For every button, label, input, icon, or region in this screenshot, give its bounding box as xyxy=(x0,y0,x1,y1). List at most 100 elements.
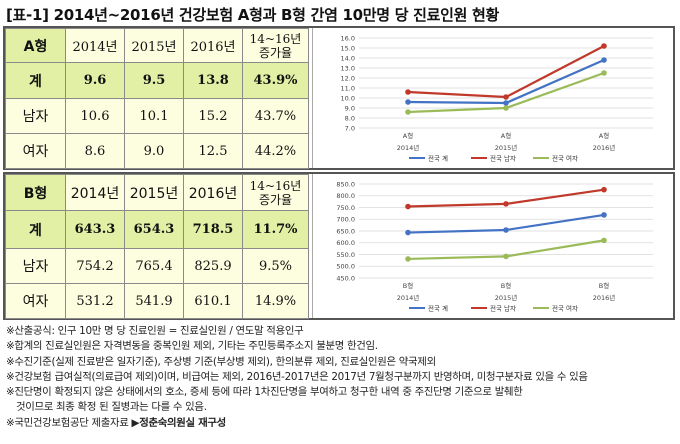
table-cell: 10.6 xyxy=(65,98,125,134)
legend-label: 전국 계 xyxy=(428,304,448,313)
rate-cell: 9.5% xyxy=(242,248,309,284)
document-title: [표-1] 2014년~2016년 건강보험 A형과 B형 간염 10만명 당 … xyxy=(6,6,500,24)
y-tick-label: 600.0 xyxy=(336,239,355,247)
table-hepatitis-b: B형 2014년 2015년 2016년 14~16년 증가율 계 643.3 6… xyxy=(5,174,309,319)
footnote: ※산출공식: 인구 10만 명 당 진료인원 = 진료실인원 / 연도말 적용인… xyxy=(6,325,304,337)
table-cell: 654.3 xyxy=(124,210,184,249)
row-label: 남자 xyxy=(5,248,66,284)
year-header: 2015년 xyxy=(124,174,184,211)
table-cell: 610.1 xyxy=(183,283,243,319)
row-label: 여자 xyxy=(5,133,66,169)
rate-cell: 43.9% xyxy=(242,62,309,99)
y-tick-label: 650.0 xyxy=(336,227,355,235)
table-cell: 10.1 xyxy=(124,98,184,134)
footnote: ※건강보험 급여실적(의료급여 제외)이며, 비급여는 제외, 2016년-20… xyxy=(6,370,588,383)
footnote: ※수진기준(실제 진료받은 일자기준), 주상병 기준(부상병 제외), 한의분… xyxy=(6,355,436,368)
data-point xyxy=(601,57,607,63)
y-tick-label: 700.0 xyxy=(336,216,355,224)
legend-label: 전국 여자 xyxy=(552,304,578,313)
chart-hepatitis-b: 450.0 500.0 550.0 600.0 650.0 700.0 750.0 800.0… xyxy=(312,174,673,318)
type-label: A형 xyxy=(5,28,66,63)
rate-cell: 11.7% xyxy=(242,210,309,249)
y-tick-label: 10.0 xyxy=(341,94,355,102)
y-tick-label: 500.0 xyxy=(336,263,355,271)
y-tick-label: 850.0 xyxy=(336,180,355,188)
panel-hepatitis-b: B형 2014년 2015년 2016년 14~16년 증가율 계 643.3 6… xyxy=(3,172,675,320)
table-cell: 13.8 xyxy=(183,62,243,99)
table-row-male: 남자 10.6 10.1 15.2 43.7% xyxy=(5,98,309,134)
table-row-female: 여자 531.2 541.9 610.1 14.9% xyxy=(5,283,309,319)
table-cell: 9.0 xyxy=(124,133,184,169)
x-year-label: 2015년 xyxy=(495,293,518,302)
table-cell: 541.9 xyxy=(124,283,184,319)
x-year-label: 2016년 xyxy=(593,293,616,302)
table-hepatitis-a: A형 2014년 2015년 2016년 14~16년 증가율 계 9.6 9.5… xyxy=(5,28,309,169)
year-header: 2014년 xyxy=(65,28,125,63)
y-tick-label: 8.0 xyxy=(345,114,355,122)
data-point xyxy=(503,253,509,260)
panel-hepatitis-a: A형 2014년 2015년 2016년 14~16년 증가율 계 9.6 9.5… xyxy=(3,26,675,170)
table-row-female: 여자 8.6 9.0 12.5 44.2% xyxy=(5,133,309,169)
x-tick-label: B형 xyxy=(599,282,609,290)
x-tick-label: A형 xyxy=(403,132,413,140)
legend-label: 전국 여자 xyxy=(552,154,578,163)
y-tick-label: 16.0 xyxy=(341,34,355,42)
x-year-label: 2014년 xyxy=(397,293,420,302)
rate-cell: 14.9% xyxy=(242,283,309,319)
data-point xyxy=(503,100,509,106)
data-point xyxy=(601,237,607,244)
source-text: ※국민건강보험공단 제출자료 xyxy=(6,416,132,429)
data-point xyxy=(405,203,411,210)
y-tick-label: 9.0 xyxy=(345,104,355,112)
y-tick-label: 7.0 xyxy=(345,124,355,132)
data-point xyxy=(405,256,411,262)
table-cell: 12.5 xyxy=(183,133,243,169)
table-header-row: A형 2014년 2015년 2016년 14~16년 증가율 xyxy=(5,28,309,63)
year-header: 2015년 xyxy=(124,28,184,63)
data-point xyxy=(601,212,607,218)
table-cell: 825.9 xyxy=(183,248,243,284)
x-tick-label: B형 xyxy=(501,282,511,290)
data-point xyxy=(405,89,411,95)
year-header: 2016년 xyxy=(183,174,243,211)
footnote: ※합계의 진료실인원은 자격변동을 중복인원 제외, 기타는 주민등록주소지 불… xyxy=(6,340,378,353)
y-tick-label: 800.0 xyxy=(336,192,355,200)
data-point xyxy=(503,201,509,207)
y-tick-label: 13.0 xyxy=(341,64,355,72)
year-header: 2016년 xyxy=(183,28,243,63)
table-cell: 15.2 xyxy=(183,98,243,134)
row-label: 계 xyxy=(5,62,66,99)
year-header: 2014년 xyxy=(65,174,125,211)
table-cell: 9.5 xyxy=(124,62,184,99)
type-label: B형 xyxy=(5,174,66,211)
series-line xyxy=(407,45,605,99)
legend-label: 전국 계 xyxy=(428,154,448,163)
footnotes: ※산출공식: 인구 10만 명 당 진료인원 = 진료실인원 / 연도말 적용인… xyxy=(6,324,674,431)
data-point xyxy=(601,186,607,193)
source-line: ※국민건강보험공단 제출자료 ▶정춘숙의원실 재구성 xyxy=(6,416,674,431)
rate-cell: 43.7% xyxy=(242,98,309,134)
data-point xyxy=(601,43,607,49)
y-tick-label: 11.0 xyxy=(341,84,355,92)
table-cell: 9.6 xyxy=(65,62,125,99)
y-tick-label: 450.0 xyxy=(336,274,355,282)
y-tick-label: 550.0 xyxy=(336,251,355,259)
row-label: 남자 xyxy=(5,98,66,134)
row-label: 여자 xyxy=(5,283,66,319)
x-year-label: 2014년 xyxy=(397,143,420,152)
data-point xyxy=(503,105,509,111)
data-point xyxy=(405,229,411,236)
line-chart-b: 450.0 500.0 550.0 600.0 650.0 700.0 750.0 800.0… xyxy=(336,180,653,313)
rate-header: 14~16년 증가율 xyxy=(242,174,309,211)
x-year-label: 2015년 xyxy=(495,143,518,152)
data-point xyxy=(503,94,509,100)
rate-cell: 44.2% xyxy=(242,133,309,169)
table-cell: 718.5 xyxy=(183,210,243,249)
data-point xyxy=(601,70,607,76)
x-tick-label: A형 xyxy=(599,132,609,140)
table-cell: 765.4 xyxy=(124,248,184,284)
table-cell: 754.2 xyxy=(65,248,125,284)
footnote: ※진단명이 확정되지 않은 상태에서의 호소, 증세 등에 따라 1차진단명을 … xyxy=(6,386,523,399)
row-label: 계 xyxy=(5,210,66,249)
legend-label: 전국 남자 xyxy=(490,154,516,163)
